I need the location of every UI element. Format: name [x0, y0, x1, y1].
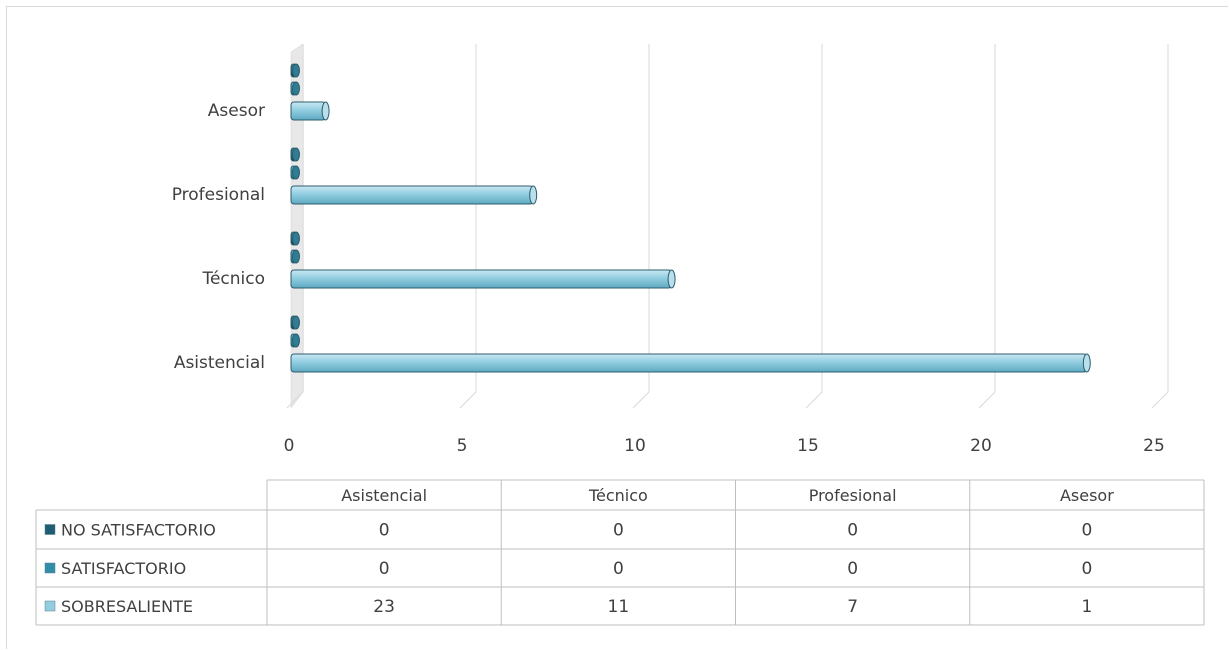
- x-tick-label-25: 25: [1143, 436, 1165, 456]
- bar-no-satisfactorio-profesional: [290, 147, 300, 162]
- chart-frame: [6, 6, 1228, 649]
- floor-edge: [286, 391, 304, 409]
- table-cell-no-satisfactorio-asesor: 0: [1081, 521, 1092, 541]
- legend-marker-no-satisfactorio: [44, 524, 56, 535]
- table-cell-no-satisfactorio-profesional: 0: [847, 521, 858, 541]
- category-label-asesor: Asesor: [208, 101, 265, 121]
- category-label-profesional: Profesional: [172, 185, 265, 205]
- bar-sobresaliente-asesor: [290, 101, 330, 121]
- table-header-tecnico: Técnico: [588, 486, 648, 505]
- bar-sobresaliente-asistencial: [290, 353, 1091, 373]
- legend-marker-satisfactorio: [44, 562, 56, 574]
- table-cell-no-satisfactorio-tecnico: 0: [613, 521, 624, 541]
- gridline-floor: [459, 391, 477, 409]
- gridline-floor: [1151, 391, 1169, 409]
- bars: [290, 63, 1091, 373]
- table-cell-satisfactorio-profesional: 0: [847, 559, 858, 579]
- table-cell-sobresaliente-tecnico: 11: [608, 597, 630, 617]
- x-tick-label-10: 10: [624, 436, 646, 456]
- x-tick-label-5: 5: [457, 436, 468, 456]
- x-tick-label-0: 0: [284, 436, 295, 456]
- bar-satisfactorio-profesional: [290, 165, 300, 180]
- table-header-asesor: Asesor: [1060, 486, 1114, 505]
- bar-no-satisfactorio-tecnico: [290, 231, 300, 246]
- bar-satisfactorio-asistencial: [290, 333, 300, 348]
- table-cell-sobresaliente-asistencial: 23: [373, 597, 395, 617]
- bar-no-satisfactorio-asistencial: [290, 315, 300, 330]
- bar-sobresaliente-profesional: [290, 185, 538, 205]
- bar-satisfactorio-tecnico: [290, 249, 300, 264]
- gridline-floor: [978, 391, 996, 409]
- category-label-asistencial: Asistencial: [174, 353, 265, 373]
- gridline-floor: [632, 391, 650, 409]
- table-cell-satisfactorio-asesor: 0: [1081, 559, 1092, 579]
- category-labels: Asistencial Técnico Profesional Asesor: [172, 101, 265, 373]
- bar-no-satisfactorio-asesor: [290, 63, 300, 78]
- x-tick-label-20: 20: [970, 436, 992, 456]
- data-table: Asistencial Técnico Profesional Asesor NO SA…: [35, 479, 1205, 626]
- table-cell-sobresaliente-profesional: 7: [847, 597, 858, 617]
- gridline-floor: [805, 391, 823, 409]
- table-cell-satisfactorio-tecnico: 0: [613, 559, 624, 579]
- table-cell-satisfactorio-asistencial: 0: [379, 559, 390, 579]
- side-wall: [290, 43, 304, 409]
- legend-label-no-satisfactorio: NO SATISFACTORIO: [61, 521, 216, 540]
- x-tick-label-15: 15: [797, 436, 819, 456]
- table-cell-no-satisfactorio-asistencial: 0: [379, 521, 390, 541]
- table-header-profesional: Profesional: [809, 486, 897, 505]
- legend-label-satisfactorio: SATISFACTORIO: [61, 559, 186, 578]
- x-tick-labels: 0 5 10 15 20 25: [284, 436, 1165, 456]
- bar-satisfactorio-asesor: [290, 81, 300, 96]
- category-label-tecnico: Técnico: [201, 269, 265, 289]
- table-cell-sobresaliente-asesor: 1: [1081, 597, 1092, 617]
- legend-label-sobresaliente: SOBRESALIENTE: [61, 597, 193, 616]
- bar-sobresaliente-tecnico: [290, 269, 676, 289]
- table-header-asistencial: Asistencial: [341, 486, 427, 505]
- gridlines: [286, 43, 1169, 409]
- legend-marker-sobresaliente: [44, 600, 56, 612]
